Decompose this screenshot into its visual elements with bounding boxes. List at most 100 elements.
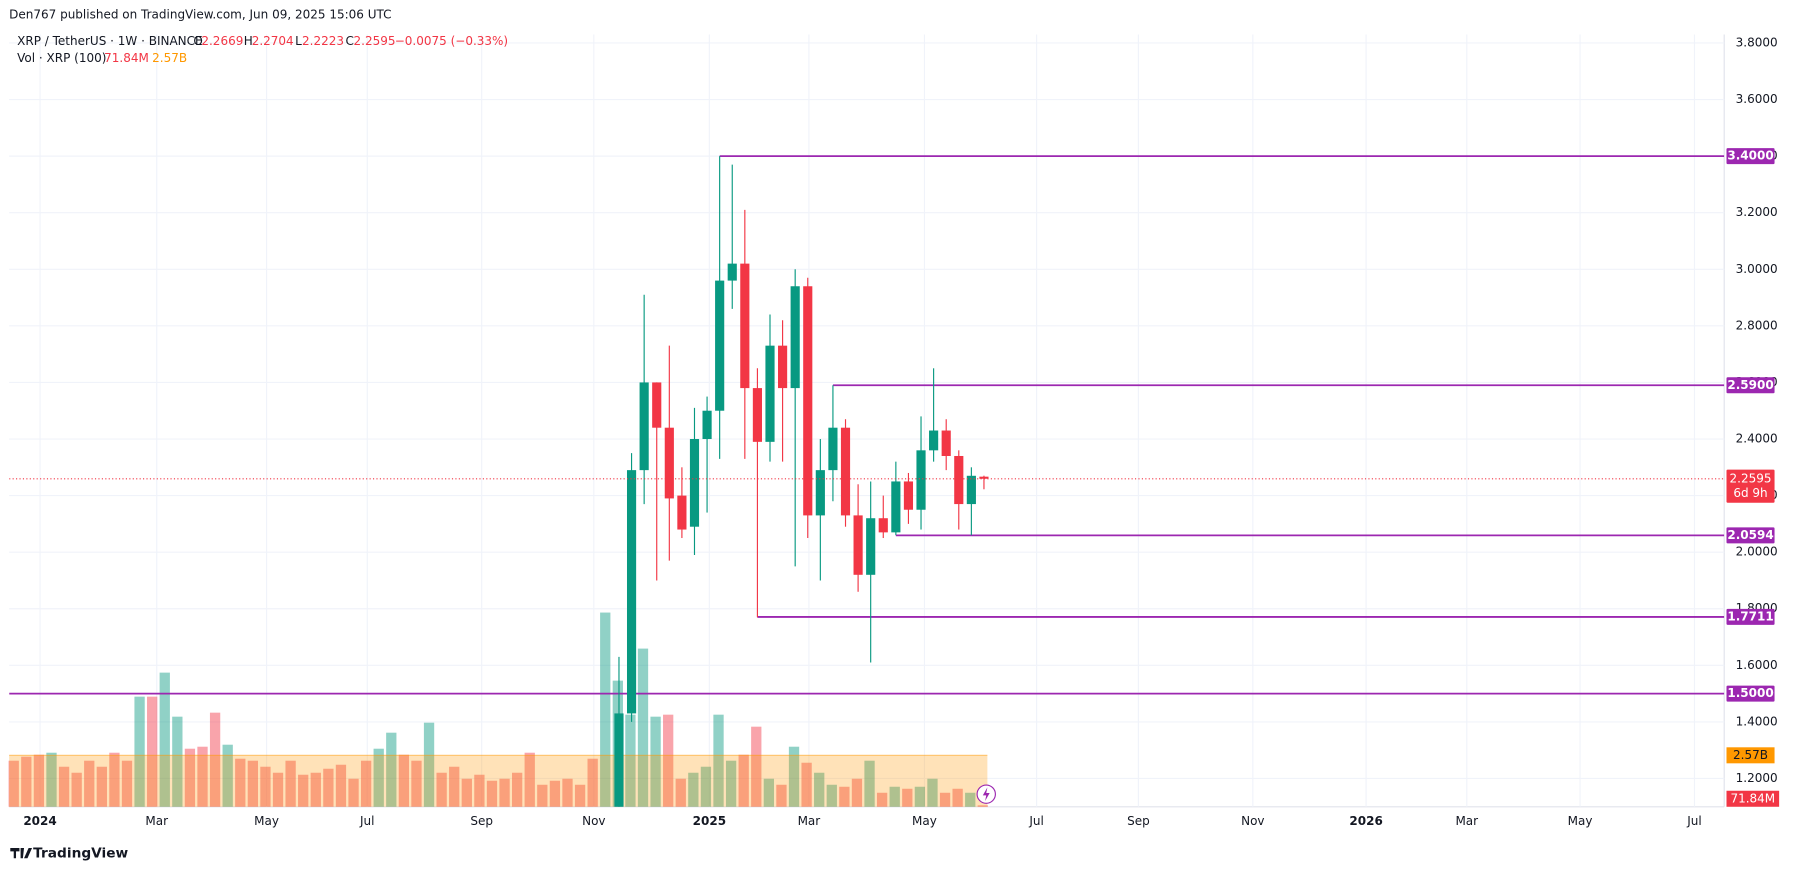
candle-body xyxy=(727,263,737,281)
x-tick-label: 2024 xyxy=(23,814,56,828)
volume-bar xyxy=(373,748,384,807)
candle-body xyxy=(941,430,951,456)
candle-body xyxy=(664,427,674,499)
volume-bar xyxy=(713,714,724,807)
x-tick-label: May xyxy=(254,814,279,828)
volume-bar xyxy=(851,778,863,807)
ohlc-value: 2.2595 xyxy=(354,34,396,48)
candle-body xyxy=(954,455,964,505)
volume-bar xyxy=(788,746,800,807)
volume-bar xyxy=(574,784,586,807)
volume-bar xyxy=(876,792,888,807)
volume-bar xyxy=(587,758,598,807)
volume-bar xyxy=(96,766,107,807)
volume-bar xyxy=(486,780,498,807)
brand: TradingView xyxy=(33,846,128,862)
x-tick-label: May xyxy=(1568,814,1593,828)
volume-bar xyxy=(814,772,825,807)
volume-bar xyxy=(147,696,158,807)
x-tick-label: Sep xyxy=(470,814,493,828)
candle-body xyxy=(639,382,649,471)
volume-bar xyxy=(21,756,32,807)
volume-bar xyxy=(600,612,611,807)
volume-bar xyxy=(889,786,900,807)
volume-bar xyxy=(725,760,737,807)
volume-bar xyxy=(335,764,347,807)
y-tick-label: 1.6000 xyxy=(1736,658,1778,672)
volume-bar xyxy=(625,714,636,807)
volume-bar xyxy=(260,766,271,807)
volume-bar xyxy=(675,778,686,807)
volume-bar xyxy=(134,696,145,807)
x-tick-label: Sep xyxy=(1127,814,1150,828)
volume-bar xyxy=(511,772,523,807)
candle-body xyxy=(715,280,725,411)
volume-bar xyxy=(927,778,938,807)
price-pane xyxy=(9,155,1725,807)
level-badge-label: 1.7711 xyxy=(1727,609,1773,623)
volume-bar xyxy=(499,778,510,807)
volume-bar xyxy=(537,784,548,807)
level-badge-label: 1.5000 xyxy=(1727,686,1773,700)
change: −0.0075 (−0.33%) xyxy=(395,34,508,48)
volume-bar xyxy=(826,784,837,807)
volume-bar xyxy=(58,766,70,807)
volume-bar xyxy=(776,784,787,807)
y-tick-label: 2.8000 xyxy=(1736,318,1778,332)
volume-bar xyxy=(474,774,485,807)
volume-bar xyxy=(84,760,95,807)
volume-bar xyxy=(449,766,460,807)
x-tick-label: Nov xyxy=(582,814,605,828)
candle-body xyxy=(652,382,662,428)
volume-bar xyxy=(46,752,57,807)
volume-bar xyxy=(637,648,649,807)
candle-body xyxy=(815,470,825,516)
ohlc-value: 2.2704 xyxy=(252,34,294,48)
volume-bar xyxy=(763,778,775,807)
volume-bar xyxy=(71,772,82,807)
candle-body xyxy=(840,427,851,516)
candle-body xyxy=(916,450,926,510)
price-badge xyxy=(1726,469,1775,503)
volume-bar xyxy=(939,792,951,807)
volume-bar xyxy=(298,774,309,807)
x-tick-label: May xyxy=(912,814,937,828)
volume-bar xyxy=(411,760,422,807)
volume-bar xyxy=(247,760,259,807)
ohlc-value: 2.2669 xyxy=(201,34,243,48)
volume-bar xyxy=(8,760,19,807)
candle-body xyxy=(702,410,712,440)
volume-bar xyxy=(839,786,850,807)
candle-body xyxy=(677,495,687,530)
candle-body xyxy=(803,286,813,516)
y-tick-label: 3.2000 xyxy=(1736,205,1778,219)
volume-title: Vol · XRP (100) xyxy=(17,51,106,65)
x-tick-label: 2025 xyxy=(693,814,726,828)
candle-body xyxy=(853,515,863,575)
level-badge xyxy=(1726,685,1775,702)
x-tick-label: Jul xyxy=(1686,814,1701,828)
logo: TradingView xyxy=(10,846,129,862)
volume-value: 71.84M xyxy=(104,51,149,65)
volume-bar xyxy=(751,726,762,807)
candle-body xyxy=(979,476,989,479)
candle-body xyxy=(752,388,762,442)
volume-bar xyxy=(386,732,397,807)
x-tick-label: Nov xyxy=(1241,814,1264,828)
volume-bar xyxy=(423,722,435,807)
volume-bar xyxy=(360,760,372,807)
volume-badge xyxy=(1726,790,1780,807)
y-tick-label: 3.0000 xyxy=(1736,262,1778,276)
volume-bar xyxy=(272,772,284,807)
volume-bar xyxy=(159,672,170,807)
candle-body xyxy=(866,518,876,575)
publication: Den767 published on TradingView.com, Jun… xyxy=(9,8,391,22)
volume-bar xyxy=(222,744,233,807)
volume-bar xyxy=(121,760,133,807)
ohlc-letter: O xyxy=(193,34,202,48)
candle-body xyxy=(740,263,750,389)
price-badge-label: 2.2595 xyxy=(1730,471,1772,485)
level-badge-label: 2.5900 xyxy=(1727,378,1773,392)
volume-bar xyxy=(461,778,472,807)
x-tick-label: Mar xyxy=(1455,814,1478,828)
